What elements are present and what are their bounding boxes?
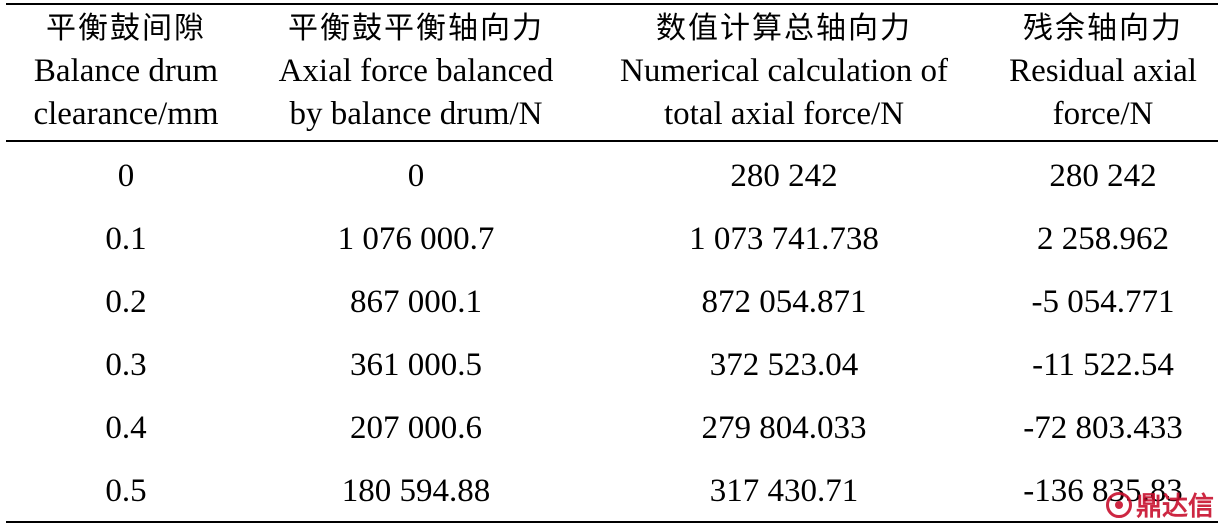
table-cell: 0 bbox=[407, 158, 425, 194]
table-cell: 361 000.5 bbox=[350, 347, 482, 383]
table-cell: 867 000.1 bbox=[350, 284, 482, 320]
table-cell: 1 073 741.738 bbox=[689, 221, 879, 257]
header-col-clearance: 平衡鼓间隙 Balance drum clearance/mm bbox=[6, 7, 246, 137]
header-zh: 残余轴向力 bbox=[1023, 11, 1183, 46]
watermark-logo-icon bbox=[1105, 491, 1132, 518]
table-cell: 279 804.033 bbox=[701, 410, 867, 446]
table-cell: 0 bbox=[117, 158, 135, 194]
header-en-line2: by balance drum/N bbox=[289, 96, 543, 132]
table-cell: 317 430.71 bbox=[709, 473, 859, 509]
watermark-text: 鼎达信 bbox=[1135, 492, 1214, 522]
header-en-line2: clearance/mm bbox=[33, 96, 219, 132]
table-row: 0.2 867 000.1 872 054.871 -5 054.771 bbox=[6, 271, 1218, 334]
header-en-line1: Axial force balanced bbox=[278, 53, 554, 89]
header-col-balanced-force: 平衡鼓平衡轴向力 Axial force balanced by balance… bbox=[251, 7, 581, 137]
header-en-line1: Balance drum bbox=[33, 53, 219, 89]
table-cell: 207 000.6 bbox=[350, 410, 482, 446]
table-row: 0.3 361 000.5 372 523.04 -11 522.54 bbox=[6, 334, 1218, 397]
table-cell: -11 522.54 bbox=[1032, 347, 1174, 383]
table-row: 0.1 1 076 000.7 1 073 741.738 2 258.962 bbox=[6, 208, 1218, 271]
table-cell: 2 258.962 bbox=[1037, 221, 1169, 257]
table-cell: 0.1 bbox=[105, 221, 147, 257]
table-top-rule bbox=[6, 3, 1218, 5]
table-cell: -5 054.771 bbox=[1031, 284, 1175, 320]
table-cell: 0.4 bbox=[105, 410, 147, 446]
watermark-logo: 鼎达信 bbox=[1105, 486, 1214, 523]
table-row: 0 0 280 242 280 242 bbox=[6, 145, 1218, 208]
table-cell: -136 835.83 bbox=[1023, 473, 1183, 509]
header-col-total-force: 数值计算总轴向力 Numerical calculation of total … bbox=[584, 7, 984, 137]
header-en-line2: total axial force/N bbox=[663, 96, 905, 132]
header-en-line1: Numerical calculation of bbox=[619, 53, 949, 89]
table-cell: 280 242 bbox=[730, 158, 838, 194]
table-cell: 0.5 bbox=[105, 473, 147, 509]
table-cell: 180 594.88 bbox=[341, 473, 491, 509]
header-zh: 平衡鼓平衡轴向力 bbox=[288, 11, 544, 46]
header-zh: 平衡鼓间隙 bbox=[46, 11, 206, 46]
table-cell: 0.3 bbox=[105, 347, 147, 383]
table-cell: -72 803.433 bbox=[1023, 410, 1183, 446]
header-col-residual-force: 残余轴向力 Residual axial force/N bbox=[988, 7, 1218, 137]
table-cell: 0.2 bbox=[105, 284, 147, 320]
table-cell: 280 242 bbox=[1049, 158, 1157, 194]
table-bottom-rule bbox=[6, 521, 1218, 523]
header-en-line1: Residual axial bbox=[1009, 53, 1197, 89]
table-row: 0.4 207 000.6 279 804.033 -72 803.433 bbox=[6, 397, 1218, 460]
table-cell: 872 054.871 bbox=[701, 284, 867, 320]
header-bottom-rule bbox=[6, 140, 1218, 142]
header-en-line2: force/N bbox=[1052, 96, 1154, 132]
table-cell: 372 523.04 bbox=[709, 347, 859, 383]
header-zh: 数值计算总轴向力 bbox=[656, 11, 912, 46]
table-row: 0.5 180 594.88 317 430.71 -136 835.83 bbox=[6, 460, 1218, 523]
table-cell: 1 076 000.7 bbox=[337, 221, 495, 257]
